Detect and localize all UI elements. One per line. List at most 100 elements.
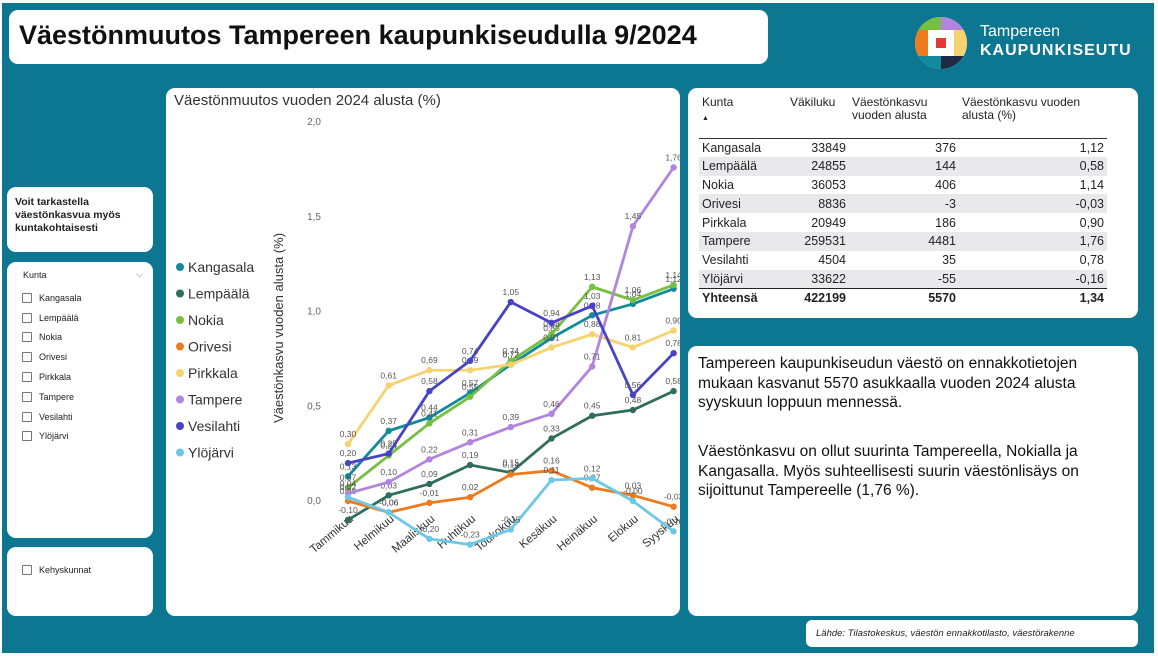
- filter-item[interactable]: Lempäälä: [22, 308, 82, 328]
- data-label: 0,14: [503, 459, 520, 469]
- cell-population: 8836: [818, 196, 846, 211]
- cell-growth-pct: -0,03: [1075, 196, 1105, 211]
- legend-marker: [176, 342, 184, 351]
- cell-growth: 406: [935, 177, 956, 192]
- filter-item-label: Tampere: [39, 391, 75, 402]
- data-point: [589, 312, 596, 319]
- col-header-vakiluku[interactable]: Väkiluku: [790, 95, 836, 109]
- filter-item-label: Lempäälä: [39, 312, 79, 323]
- cell-growth: -55: [937, 271, 956, 286]
- data-label: 0,71: [584, 351, 601, 361]
- data-label: 1,14: [665, 270, 680, 280]
- data-label: 1,76: [665, 152, 680, 162]
- data-point: [426, 480, 433, 488]
- data-label: 0,81: [543, 333, 560, 343]
- total-growth: 5570: [928, 291, 956, 306]
- region-filter-label: Kehyskunnat: [39, 564, 92, 575]
- data-label: 0,03: [625, 480, 642, 490]
- data-point: [670, 327, 677, 334]
- col-header-kasvu-pct[interactable]: Väestönkasvu vuoden alusta (%): [962, 95, 1081, 122]
- y-tick-label: 1,0: [307, 307, 321, 318]
- filter-item[interactable]: Orivesi: [22, 347, 82, 367]
- data-point: [670, 349, 677, 357]
- cell-growth: 186: [935, 215, 956, 230]
- checkbox[interactable]: [22, 312, 32, 323]
- col-header-kunta[interactable]: Kunta ▲: [699, 96, 787, 138]
- cell-kunta: Vesilahti: [702, 253, 749, 268]
- cell-kunta: Tampere: [702, 234, 751, 249]
- data-label: 0,20: [340, 448, 357, 458]
- data-label: 1,03: [584, 291, 601, 301]
- legend-label: Pirkkala: [188, 365, 238, 381]
- total-growth-pct: 1,34: [1079, 291, 1104, 306]
- total-population: 422199: [804, 291, 846, 306]
- cell-growth-pct: 0,58: [1079, 159, 1104, 174]
- checkbox[interactable]: [22, 352, 32, 363]
- data-label: -0,00: [623, 486, 643, 496]
- chevron-down-icon[interactable]: ⌵: [136, 269, 143, 279]
- legend-label: Tampere: [188, 392, 243, 408]
- data-point: [385, 478, 392, 486]
- data-point: [507, 526, 514, 533]
- data-point: [589, 302, 596, 310]
- filter-label: Kunta: [23, 270, 47, 280]
- cell-growth-pct: 1,76: [1079, 234, 1104, 249]
- col-header-kasvu[interactable]: Väestönkasvu vuoden alusta: [852, 95, 928, 122]
- checkbox[interactable]: [22, 411, 32, 422]
- tampereen-kaupunkiseutu-logo-icon: [914, 16, 968, 70]
- checkbox[interactable]: [22, 292, 32, 303]
- legend-marker: [176, 448, 184, 457]
- data-label: 0,45: [584, 401, 601, 411]
- data-label: 0,37: [380, 416, 397, 426]
- filter-item[interactable]: Nokia: [22, 328, 82, 348]
- legend-marker: [176, 422, 184, 430]
- source-card: Lähde: Tilastokeskus, väestön ennakkotil…: [806, 620, 1138, 647]
- cell-population: 4504: [818, 253, 846, 268]
- data-point: [548, 476, 555, 484]
- filter-item[interactable]: Ylöjärvi: [22, 427, 82, 447]
- cell-growth: 144: [935, 159, 956, 174]
- checkbox[interactable]: [22, 564, 32, 575]
- data-label: 0,31: [462, 427, 479, 437]
- data-point: [344, 459, 352, 467]
- legend-marker: [176, 316, 184, 324]
- cell-population: 24855: [811, 159, 846, 174]
- data-point: [426, 499, 433, 507]
- data-label: -0,06: [379, 497, 399, 507]
- filter-item-label: Nokia: [39, 332, 63, 343]
- data-point: [344, 494, 352, 501]
- filter-item[interactable]: Tampere: [22, 387, 82, 407]
- data-label: 0,12: [584, 463, 601, 473]
- data-label: 0,10: [380, 467, 397, 477]
- checkbox[interactable]: [22, 391, 32, 402]
- data-point: [466, 494, 474, 501]
- total-label: Yhteensä: [702, 291, 758, 306]
- data-label: 0,09: [421, 469, 438, 479]
- checkbox[interactable]: [22, 372, 32, 383]
- y-tick-label: 2,0: [307, 117, 321, 128]
- data-label: 0,30: [340, 429, 357, 439]
- filter-item[interactable]: Pirkkala: [22, 367, 82, 387]
- data-point: [466, 439, 474, 446]
- filter-item-label: Ylöjärvi: [39, 431, 69, 442]
- filter-header[interactable]: Kunta ⌵: [23, 269, 143, 280]
- checkbox[interactable]: [22, 332, 32, 343]
- checkbox[interactable]: [22, 431, 32, 442]
- filter-item[interactable]: Vesilahti: [22, 407, 82, 427]
- filter-item-label: Orivesi: [39, 352, 68, 363]
- cell-growth: -3: [944, 196, 956, 211]
- region-filter-item[interactable]: Kehyskunnat: [22, 560, 91, 580]
- cell-kunta: Kangasala: [702, 140, 762, 155]
- data-label: -0,03: [664, 492, 680, 502]
- filter-item[interactable]: Kangasala: [22, 288, 82, 308]
- data-label: 0,41: [421, 408, 438, 418]
- table-row: Kangasala 33849 376 1,12: [699, 138, 1107, 157]
- data-label: 1,05: [503, 287, 520, 297]
- table-row: Vesilahti 4504 35 0,78: [699, 251, 1107, 270]
- cell-growth-pct: 1,12: [1079, 140, 1104, 155]
- sort-ascending-icon[interactable]: ▲: [702, 115, 709, 122]
- data-label: 0,04: [340, 478, 357, 488]
- data-label: 0,02: [340, 482, 357, 492]
- cell-growth: 35: [942, 253, 956, 268]
- y-tick-label: 0,5: [307, 401, 321, 412]
